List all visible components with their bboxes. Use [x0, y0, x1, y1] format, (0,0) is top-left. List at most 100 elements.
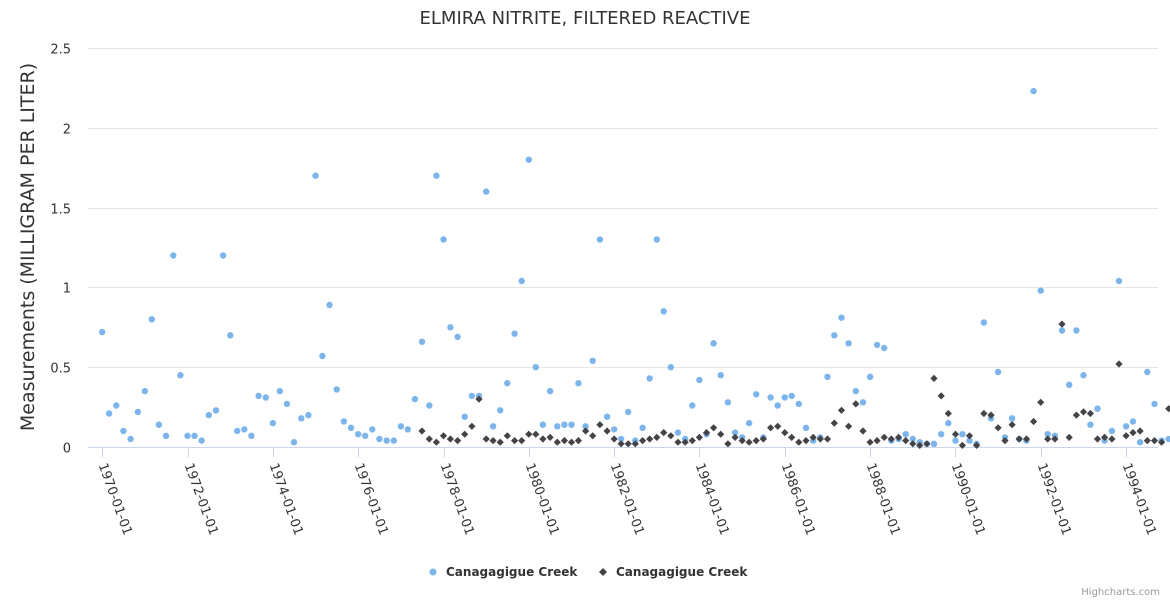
data-point[interactable] — [611, 426, 618, 433]
data-point[interactable] — [930, 440, 938, 447]
data-point[interactable] — [1030, 417, 1038, 426]
data-point[interactable] — [781, 394, 788, 401]
data-point[interactable] — [702, 429, 711, 437]
data-point[interactable] — [155, 421, 163, 428]
data-point[interactable] — [1151, 400, 1158, 408]
data-point[interactable] — [1122, 432, 1130, 440]
data-point[interactable] — [660, 308, 667, 315]
data-point[interactable] — [909, 440, 917, 448]
data-point[interactable] — [518, 277, 525, 285]
data-point[interactable] — [788, 392, 795, 400]
data-point[interactable] — [1101, 433, 1109, 441]
data-point[interactable] — [483, 188, 490, 195]
data-point[interactable] — [1044, 431, 1051, 438]
data-point[interactable] — [454, 333, 461, 341]
data-point[interactable] — [546, 387, 554, 395]
data-point[interactable] — [625, 408, 632, 416]
data-point[interactable] — [333, 386, 340, 393]
data-point[interactable] — [319, 352, 326, 360]
data-point[interactable] — [582, 427, 590, 435]
data-point[interactable] — [838, 314, 845, 321]
data-point[interactable] — [781, 429, 789, 437]
data-point[interactable] — [859, 427, 867, 435]
data-point[interactable] — [965, 432, 974, 440]
data-point[interactable] — [639, 424, 646, 431]
data-point[interactable] — [731, 429, 739, 436]
data-point[interactable] — [909, 435, 916, 443]
data-point[interactable] — [532, 364, 539, 371]
data-point[interactable] — [191, 432, 198, 439]
data-point[interactable] — [312, 172, 319, 179]
data-point[interactable] — [177, 372, 184, 379]
data-point[interactable] — [539, 435, 547, 443]
data-point[interactable] — [390, 437, 397, 444]
data-point[interactable] — [248, 432, 255, 439]
data-point[interactable] — [603, 413, 611, 420]
data-point[interactable] — [745, 438, 753, 446]
data-point[interactable] — [724, 440, 732, 448]
data-point[interactable] — [902, 431, 909, 438]
data-point[interactable] — [105, 410, 113, 417]
data-point[interactable] — [1150, 437, 1159, 445]
data-point[interactable] — [845, 340, 852, 347]
data-point[interactable] — [554, 423, 561, 430]
data-point[interactable] — [994, 424, 1002, 432]
data-point[interactable] — [120, 427, 127, 435]
data-point[interactable] — [881, 344, 888, 352]
data-point[interactable] — [753, 391, 760, 398]
data-point[interactable] — [255, 392, 262, 400]
data-point[interactable] — [966, 437, 973, 444]
data-point[interactable] — [866, 438, 874, 446]
data-point[interactable] — [497, 407, 504, 414]
data-point[interactable] — [205, 411, 212, 419]
data-point[interactable] — [610, 435, 618, 443]
data-point[interactable] — [241, 426, 248, 433]
data-point[interactable] — [859, 399, 867, 406]
data-point[interactable] — [1058, 320, 1066, 328]
data-point[interactable] — [439, 432, 448, 440]
data-point[interactable] — [674, 429, 682, 436]
data-point[interactable] — [830, 419, 838, 427]
data-point[interactable] — [503, 432, 511, 440]
credits-link[interactable]: Highcharts.com — [1081, 587, 1160, 598]
data-point[interactable] — [831, 332, 838, 339]
data-point[interactable] — [511, 437, 519, 445]
data-point[interactable] — [952, 437, 959, 444]
data-point[interactable] — [980, 319, 988, 326]
data-point[interactable] — [1094, 405, 1101, 412]
data-point[interactable] — [432, 438, 440, 446]
data-point[interactable] — [1073, 327, 1080, 334]
data-point[interactable] — [639, 437, 647, 445]
data-point[interactable] — [276, 387, 283, 395]
data-point[interactable] — [1044, 435, 1052, 443]
data-point[interactable] — [887, 435, 895, 443]
data-point[interactable] — [1051, 435, 1059, 443]
data-point[interactable] — [326, 301, 333, 309]
data-point[interactable] — [269, 419, 277, 427]
data-point[interactable] — [1108, 435, 1116, 443]
data-point[interactable] — [696, 376, 703, 384]
data-point[interactable] — [1136, 439, 1144, 446]
data-point[interactable] — [852, 400, 860, 408]
data-point[interactable] — [397, 423, 405, 430]
legend-item-series-1[interactable]: Canagagigue Creek — [429, 565, 579, 579]
data-point[interactable] — [418, 427, 426, 435]
data-point[interactable] — [923, 440, 931, 448]
data-point[interactable] — [446, 435, 454, 443]
data-point[interactable] — [1144, 368, 1151, 376]
data-point[interactable] — [745, 419, 753, 427]
data-point[interactable] — [546, 433, 554, 441]
data-point[interactable] — [568, 421, 575, 428]
data-point[interactable] — [511, 330, 518, 337]
data-point[interactable] — [298, 415, 305, 422]
data-point[interactable] — [959, 431, 966, 438]
data-point[interactable] — [738, 437, 746, 445]
data-point[interactable] — [1165, 435, 1170, 443]
data-point[interactable] — [837, 406, 846, 414]
data-point[interactable] — [482, 435, 490, 443]
data-point[interactable] — [227, 332, 234, 339]
data-point[interactable] — [951, 430, 960, 438]
data-point[interactable] — [575, 380, 582, 387]
data-point[interactable] — [283, 400, 291, 408]
data-point[interactable] — [816, 435, 824, 443]
